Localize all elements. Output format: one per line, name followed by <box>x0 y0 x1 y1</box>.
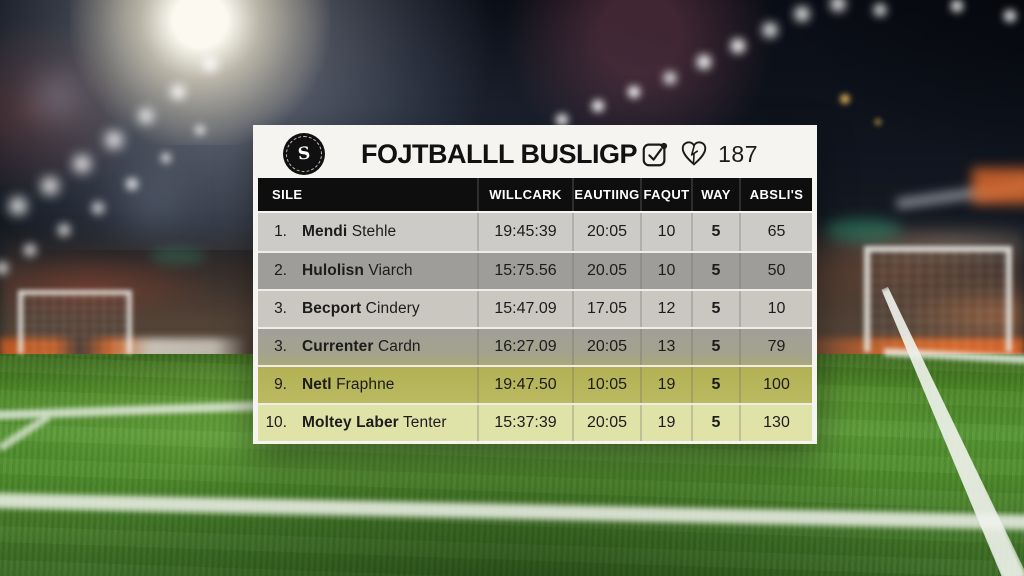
team-name: Hulolisn Viarch <box>302 262 413 279</box>
team-name: Becport Cindery <box>302 300 420 317</box>
abslis-cell: 10 <box>739 291 812 327</box>
willcark-cell: 16:27.09 <box>477 329 572 365</box>
team-cell: 9. Netl Fraphne <box>258 367 477 403</box>
eautiing-cell: 20:05 <box>572 329 640 365</box>
willcark-cell: 15:47.09 <box>477 291 572 327</box>
counter-value: 187 <box>718 140 758 167</box>
league-logo-badge: S <box>283 133 325 175</box>
willcark-cell: 15:37:39 <box>477 405 572 441</box>
faqut-cell: 19 <box>640 405 691 441</box>
teal-glow-right <box>824 218 902 242</box>
goal-frame-right <box>864 246 1012 352</box>
column-header-abslis: ABSLI'S <box>739 178 812 211</box>
rank: 2. <box>274 262 287 279</box>
team-cell: 1. Mendi Stehle <box>258 213 477 251</box>
table-row: 9. Netl Fraphne 19:47.50 10:05 19 5 100 <box>258 365 812 403</box>
checkbox-with-dot-icon[interactable] <box>640 139 670 169</box>
faqut-cell: 10 <box>640 253 691 289</box>
rank: 9. <box>274 376 287 393</box>
way-cell: 5 <box>691 405 739 441</box>
rank: 1. <box>274 223 287 240</box>
abslis-cell: 65 <box>739 213 812 251</box>
faqut-cell: 13 <box>640 329 691 365</box>
rank: 3. <box>274 338 287 355</box>
scribbled-heart-icon[interactable] <box>679 139 709 169</box>
team-name: Netl Fraphne <box>302 376 395 393</box>
rank: 3. <box>274 300 287 317</box>
abslis-cell: 50 <box>739 253 812 289</box>
floodlight-flare <box>70 0 330 145</box>
team-cell: 10. Moltey Laber Tenter <box>258 405 477 441</box>
table-row: 3. Currenter Cardn 16:27.09 20:05 13 5 79 <box>258 327 812 365</box>
willcark-cell: 15:75.56 <box>477 253 572 289</box>
team-cell: 3. Currenter Cardn <box>258 329 477 365</box>
teal-glow-left <box>150 248 206 264</box>
page-title: FOJTBALLL BUSLIGP <box>360 139 638 169</box>
goal-frame-left <box>18 290 132 354</box>
team-name: Mendi Stehle <box>302 223 397 240</box>
way-cell: 5 <box>691 367 739 403</box>
header-icons: 187 <box>640 139 758 169</box>
column-header-willcark: WILLCARK <box>477 178 572 211</box>
team-name: Currenter Cardn <box>302 338 421 355</box>
faqut-cell: 19 <box>640 367 691 403</box>
abslis-cell: 100 <box>739 367 812 403</box>
orange-banner-right <box>972 168 1024 204</box>
table-row: 2. Hulolisn Viarch 15:75.56 20.05 10 5 50 <box>258 251 812 289</box>
league-table-card: S FOJTBALLL BUSLIGP 187 SILE WILLCARK <box>253 125 817 444</box>
eautiing-cell: 20:05 <box>572 213 640 251</box>
table-header-row: SILE WILLCARK EAUTIING FAQUT WAY ABSLI'S <box>258 178 812 211</box>
way-cell: 5 <box>691 213 739 251</box>
eautiing-cell: 17.05 <box>572 291 640 327</box>
faqut-cell: 12 <box>640 291 691 327</box>
willcark-cell: 19:47.50 <box>477 367 572 403</box>
card-header: S FOJTBALLL BUSLIGP 187 <box>258 130 812 178</box>
way-cell: 5 <box>691 253 739 289</box>
eautiing-cell: 20.05 <box>572 253 640 289</box>
column-header-eautiing: EAUTIING <box>572 178 640 211</box>
eautiing-cell: 10:05 <box>572 367 640 403</box>
team-name: Moltey Laber Tenter <box>302 414 447 431</box>
rank: 10. <box>265 414 287 431</box>
team-cell: 2. Hulolisn Viarch <box>258 253 477 289</box>
way-cell: 5 <box>691 291 739 327</box>
column-header-way: WAY <box>691 178 739 211</box>
table-row: 1. Mendi Stehle 19:45:39 20:05 10 5 65 <box>258 213 812 251</box>
table-row: 3. Becport Cindery 15:47.09 17.05 12 5 10 <box>258 289 812 327</box>
faqut-cell: 10 <box>640 213 691 251</box>
willcark-cell: 19:45:39 <box>477 213 572 251</box>
column-header-sile: SILE <box>272 187 303 202</box>
abslis-cell: 79 <box>739 329 812 365</box>
column-header-faqut: FAQUT <box>640 178 691 211</box>
way-cell: 5 <box>691 329 739 365</box>
abslis-cell: 130 <box>739 405 812 441</box>
team-cell: 3. Becport Cindery <box>258 291 477 327</box>
eautiing-cell: 20:05 <box>572 405 640 441</box>
table-row: 10. Moltey Laber Tenter 15:37:39 20:05 19… <box>258 403 812 441</box>
